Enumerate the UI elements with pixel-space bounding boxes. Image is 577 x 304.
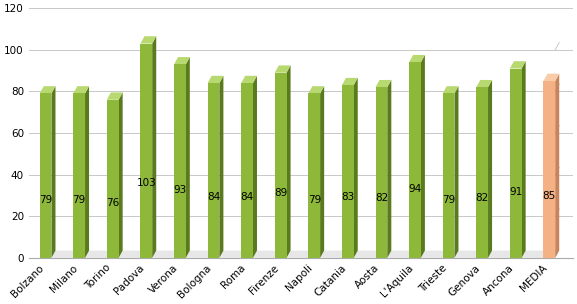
Text: 84: 84: [207, 192, 220, 202]
Bar: [174, 64, 186, 258]
Bar: [140, 43, 152, 258]
Bar: [376, 87, 387, 258]
Bar: [443, 93, 455, 258]
Bar: [510, 68, 522, 258]
Text: 79: 79: [73, 195, 86, 205]
Polygon shape: [219, 76, 223, 258]
Polygon shape: [186, 57, 190, 258]
Text: 76: 76: [106, 198, 119, 208]
Polygon shape: [522, 61, 526, 258]
Text: 85: 85: [543, 191, 556, 201]
Polygon shape: [107, 92, 123, 100]
Polygon shape: [376, 80, 391, 87]
Polygon shape: [544, 74, 559, 81]
Polygon shape: [342, 78, 358, 85]
Polygon shape: [287, 65, 291, 258]
Polygon shape: [152, 36, 156, 258]
Polygon shape: [253, 76, 257, 258]
Bar: [73, 93, 85, 258]
Text: 103: 103: [136, 178, 156, 188]
Text: 79: 79: [308, 195, 321, 205]
Polygon shape: [354, 78, 358, 258]
Polygon shape: [488, 80, 492, 258]
Text: 93: 93: [173, 185, 186, 195]
Polygon shape: [455, 86, 459, 258]
Bar: [409, 62, 421, 258]
Text: 82: 82: [375, 193, 388, 203]
Text: 79: 79: [39, 195, 52, 205]
Polygon shape: [555, 74, 559, 258]
Polygon shape: [73, 86, 89, 93]
Bar: [40, 93, 51, 258]
Bar: [308, 93, 320, 258]
Polygon shape: [387, 80, 391, 258]
Text: 89: 89: [274, 188, 287, 198]
Polygon shape: [476, 80, 492, 87]
Bar: [476, 87, 488, 258]
Bar: [342, 85, 354, 258]
Polygon shape: [443, 86, 459, 93]
Text: 94: 94: [409, 185, 422, 194]
Text: 79: 79: [442, 195, 455, 205]
Polygon shape: [140, 36, 156, 43]
Bar: [208, 83, 219, 258]
Polygon shape: [208, 76, 223, 83]
Polygon shape: [421, 55, 425, 258]
Polygon shape: [308, 86, 324, 93]
Polygon shape: [320, 86, 324, 258]
Polygon shape: [119, 92, 123, 258]
Text: 82: 82: [475, 193, 489, 203]
Bar: [275, 73, 287, 258]
Polygon shape: [510, 61, 526, 68]
Bar: [241, 83, 253, 258]
Polygon shape: [40, 250, 559, 258]
Text: 83: 83: [341, 192, 354, 202]
Polygon shape: [275, 65, 291, 73]
Polygon shape: [409, 55, 425, 62]
Polygon shape: [241, 76, 257, 83]
Bar: [544, 81, 555, 258]
Polygon shape: [40, 86, 55, 93]
Polygon shape: [51, 86, 55, 258]
Polygon shape: [174, 57, 190, 64]
Bar: [107, 100, 119, 258]
Text: 84: 84: [241, 192, 254, 202]
Text: 91: 91: [509, 187, 522, 197]
Polygon shape: [85, 86, 89, 258]
